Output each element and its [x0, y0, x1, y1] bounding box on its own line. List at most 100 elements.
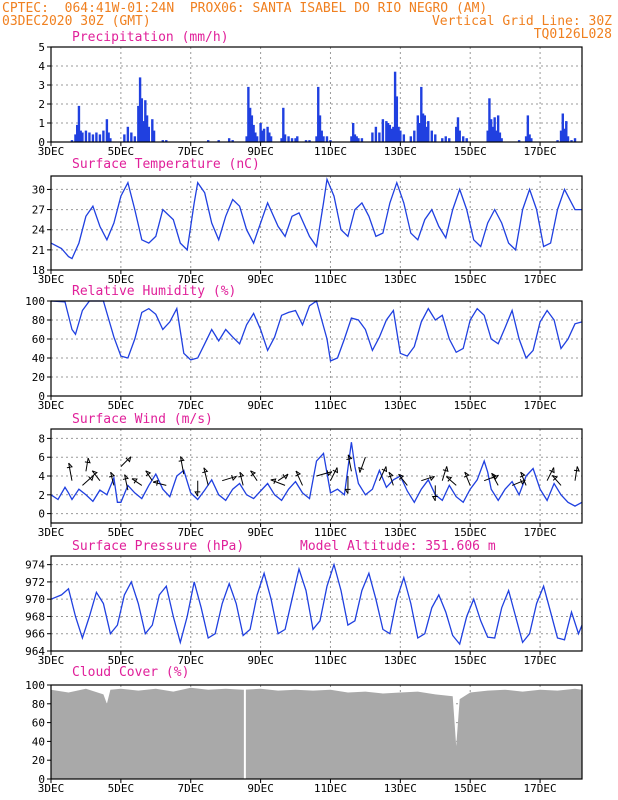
y-tick-label: 24: [32, 224, 46, 237]
precip-bar: [488, 98, 491, 142]
wind-arrow: [124, 474, 129, 491]
precip-bar: [165, 140, 168, 142]
precip-bar: [444, 136, 447, 142]
precip-bar: [491, 126, 495, 142]
precip-bar: [425, 126, 428, 142]
precip-bar: [393, 71, 397, 142]
precip-bar: [151, 119, 154, 142]
x-tick-label: 17DEC: [524, 145, 557, 158]
wind-arrow: [270, 479, 286, 486]
precip-bar: [395, 96, 399, 142]
wind-arrow: [446, 476, 457, 486]
precip-bar: [294, 138, 297, 142]
precip-bar: [304, 140, 308, 142]
wind-arrow: [398, 474, 408, 486]
x-tick-label: 3DEC: [38, 145, 65, 158]
y-tick-label: 80: [32, 698, 45, 711]
precip-bar: [353, 134, 357, 142]
precip-bar: [161, 140, 164, 142]
y-tick-label: 974: [25, 559, 45, 572]
wind-arrow: [239, 472, 244, 486]
x-tick-label: 5DEC: [108, 399, 135, 412]
precip-bar: [409, 136, 413, 142]
x-tick-label: 13DEC: [384, 782, 417, 795]
wind-arrow: [330, 467, 338, 481]
x-tick-label: 3DEC: [38, 782, 65, 795]
x-tick-label: 7DEC: [177, 782, 204, 795]
wind-arrow-head: [398, 473, 405, 480]
precip-bar: [325, 136, 329, 142]
precip-bar: [76, 124, 79, 142]
x-tick-label: 15DEC: [454, 273, 487, 286]
precip-bar: [399, 130, 402, 142]
y-tick-label: 0: [38, 508, 45, 521]
precip-bar: [123, 134, 126, 142]
x-tick-label: 17DEC: [524, 273, 557, 286]
precip-bar: [269, 136, 273, 142]
y-tick-label: 21: [32, 244, 45, 257]
precip-bar: [107, 132, 110, 142]
wind-arrow-head: [344, 488, 351, 494]
y-tick-label: 20: [32, 371, 45, 384]
precip-bar: [397, 126, 400, 142]
precip-bar: [126, 126, 130, 142]
precip-bar: [561, 113, 564, 142]
x-tick-label: 5DEC: [108, 654, 135, 667]
precip-bar: [413, 130, 416, 142]
wind-arrow-head: [463, 471, 470, 478]
wind-arrow: [441, 466, 448, 481]
precip-bar: [262, 128, 266, 142]
wind-arrow-head: [152, 479, 159, 486]
wind-arrow-head: [387, 471, 394, 478]
precip-bar: [570, 140, 573, 142]
y-tick-label: 60: [32, 333, 45, 346]
x-tick-label: 11DEC: [314, 273, 347, 286]
y-tick-label: 966: [25, 628, 45, 641]
wind-arrow-head: [238, 471, 245, 478]
precip-bar: [430, 130, 433, 142]
wind-arrow: [222, 475, 237, 482]
panel-frame: [50, 175, 583, 271]
precip-bar: [261, 130, 264, 142]
y-tick-label: 3: [38, 79, 45, 92]
precip-bar: [486, 130, 489, 142]
x-tick-label: 17DEC: [524, 782, 557, 795]
wind-arrow-head: [178, 456, 185, 462]
precip-bar: [254, 132, 257, 142]
x-tick-label: 7DEC: [177, 145, 204, 158]
wind-arrow-head: [431, 496, 438, 502]
y-tick-label: 5: [38, 41, 45, 54]
x-tick-label: 5DEC: [108, 526, 135, 539]
wind-arrow: [120, 456, 132, 467]
precip-bar: [357, 138, 360, 142]
precip-bar: [458, 130, 461, 142]
x-tick-label: 11DEC: [314, 654, 347, 667]
model-altitude-label: Model Altitude: 351.606 m: [300, 539, 496, 554]
precip-bar: [388, 124, 392, 142]
wind-arrow: [316, 471, 333, 477]
precip-bar: [252, 124, 255, 142]
panel-title: Surface Pressure (hPa): [72, 539, 244, 554]
precip-bar: [268, 132, 271, 142]
precip-bar: [448, 138, 451, 142]
precip-bar: [530, 138, 533, 142]
wind-arrow: [421, 475, 435, 482]
y-tick-label: 80: [32, 314, 45, 327]
x-tick-label: 11DEC: [314, 399, 347, 412]
x-tick-label: 15DEC: [454, 654, 487, 667]
panel-frame: [50, 555, 583, 652]
x-tick-label: 3DEC: [38, 654, 65, 667]
y-tick-label: 6: [38, 451, 45, 464]
y-tick-label: 0: [38, 136, 45, 149]
precip-bar: [556, 140, 559, 142]
x-tick-label: 13DEC: [384, 399, 417, 412]
x-tick-label: 15DEC: [454, 526, 487, 539]
wind-arrow-head: [194, 491, 201, 497]
wind-arrow: [546, 467, 555, 481]
precip-bar: [456, 117, 460, 142]
wind-arrow: [82, 475, 94, 486]
precip-bar: [418, 123, 421, 142]
y-tick-label: 0: [38, 390, 45, 403]
series-line: [50, 442, 583, 507]
